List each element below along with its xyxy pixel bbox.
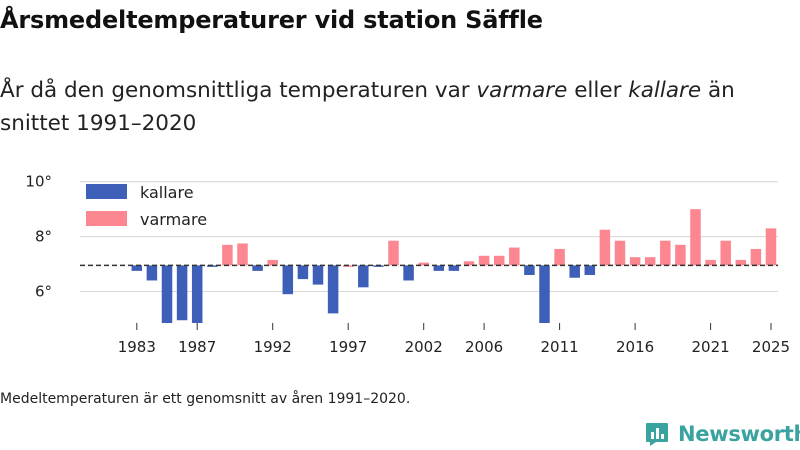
bars [131, 209, 777, 323]
bar-2024 [750, 248, 762, 266]
y-tick-label-6: 6° [35, 282, 52, 300]
bar-1983 [131, 265, 143, 271]
bar-2012 [569, 265, 580, 278]
bar-1994 [297, 265, 309, 280]
x-tick-label-2002: 2002 [405, 338, 443, 356]
legend-label-warmer: varmare [140, 210, 207, 229]
bar-1985 [161, 265, 173, 323]
subtitle-part-3: än snittet 1991–2020 [0, 78, 735, 136]
bar-2010 [539, 265, 550, 323]
bar-1984 [146, 265, 158, 281]
bar-2000 [388, 240, 399, 266]
brand-logo: Newsworthy [644, 420, 800, 448]
bar-1992 [267, 259, 278, 266]
x-tick-label-2025: 2025 [752, 338, 790, 356]
bar-2008 [509, 247, 520, 266]
bar-2009 [524, 265, 535, 275]
bar-1998 [358, 265, 369, 288]
bar-2006 [478, 255, 490, 266]
bar-1986 [176, 265, 188, 321]
bar-2025 [765, 228, 777, 266]
bar-2018 [660, 240, 671, 266]
chart-subtitle: År då den genomsnittliga temperaturen va… [0, 74, 790, 140]
bar-2015 [614, 240, 626, 266]
bar-1991 [252, 265, 263, 271]
x-tick-label-2021: 2021 [692, 338, 730, 356]
bar-2007 [493, 255, 505, 266]
bar-2002 [418, 262, 429, 266]
bar-1990 [237, 243, 248, 266]
x-tick-label-2016: 2016 [616, 338, 654, 356]
chart-title: Årsmedeltemperaturer vid station Säffle [0, 6, 543, 34]
subtitle-part-2: eller [567, 78, 629, 103]
bar-2001 [403, 265, 414, 281]
x-axis-ticks: 1983 1987 1992 1997 2002 2006 2011 2016 2021 2025 [118, 323, 790, 356]
legend-swatch-colder [86, 184, 127, 199]
bar-2014 [599, 229, 611, 266]
x-tick-label-1983: 1983 [118, 338, 156, 356]
bar-2004 [448, 265, 460, 271]
x-tick-label-1992: 1992 [254, 338, 292, 356]
newsworthy-logo-icon [646, 423, 668, 446]
bar-1989 [222, 244, 233, 266]
bar-1993 [282, 265, 294, 295]
bar-2013 [584, 265, 596, 275]
bar-2005 [463, 261, 475, 266]
x-tick-label-2006: 2006 [465, 338, 503, 356]
y-tick-label-8: 8° [35, 228, 52, 246]
subtitle-colder-term: kallare [628, 78, 702, 103]
bar-2016 [629, 257, 641, 266]
temperature-bar-chart: 6° 8° 10° 1983 1987 1992 1997 2002 2006 2011 2016… [25, 173, 790, 356]
brand-name: Newsworthy [678, 422, 800, 446]
bar-2023 [735, 259, 747, 266]
x-tick-label-1987: 1987 [178, 338, 216, 356]
bar-1996 [327, 265, 339, 314]
bar-2017 [644, 257, 656, 266]
bar-2011 [554, 248, 565, 266]
bar-1987 [191, 265, 203, 323]
legend-label-colder: kallare [140, 183, 194, 202]
bar-2003 [433, 265, 445, 271]
chart-footnote: Medeltemperaturen är ett genomsnitt av å… [0, 391, 411, 407]
x-tick-label-2011: 2011 [541, 338, 579, 356]
subtitle-part-1: År då den genomsnittliga temperaturen va… [0, 78, 477, 103]
legend-swatch-warmer [86, 211, 127, 226]
legend: kallare varmare [86, 183, 207, 229]
bar-2019 [675, 244, 686, 266]
x-tick-label-1997: 1997 [329, 338, 367, 356]
bar-2022 [720, 240, 731, 266]
bar-2020 [690, 209, 701, 266]
bar-2021 [705, 259, 716, 266]
y-axis-ticks: 6° 8° 10° [25, 173, 52, 301]
y-tick-label-10: 10° [25, 173, 52, 191]
bar-1995 [312, 265, 324, 285]
subtitle-warmer-term: varmare [476, 78, 568, 103]
